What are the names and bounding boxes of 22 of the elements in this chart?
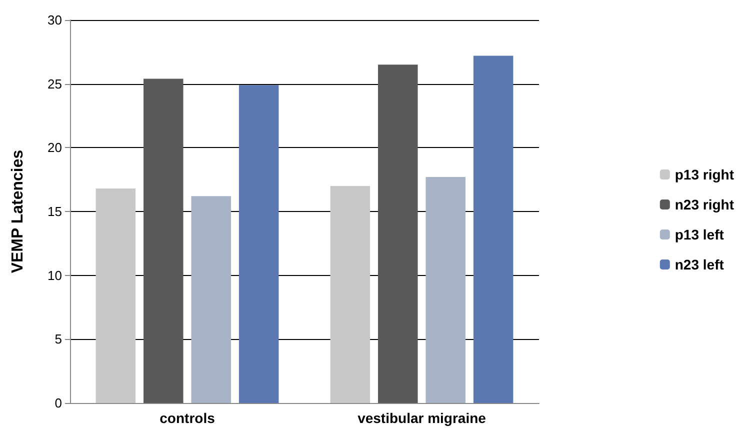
bar [96, 188, 136, 403]
bar [330, 186, 370, 403]
legend-label: p13 right [674, 166, 734, 182]
legend-label: n23 left [674, 256, 724, 272]
bar [426, 177, 466, 403]
x-tick-label: controls [160, 410, 216, 426]
bar [473, 56, 514, 403]
legend-label: p13 left [674, 226, 724, 242]
y-tick-label: 5 [54, 332, 62, 347]
bar [238, 85, 279, 403]
y-tick-label: 10 [48, 268, 62, 283]
y-tick-label: 0 [54, 396, 62, 410]
y-tick-label: 20 [48, 140, 62, 156]
bar [191, 196, 231, 403]
x-tick-label: vestibular migraine [358, 410, 486, 426]
legend-label: n23 right [674, 196, 734, 212]
bar [378, 64, 418, 403]
y-axis-title: VEMP Latencies [10, 150, 26, 274]
y-tick-label: 30 [48, 12, 62, 28]
y-tick-label: 15 [48, 204, 62, 219]
bar [144, 78, 184, 403]
y-tick-label: 25 [48, 76, 62, 92]
